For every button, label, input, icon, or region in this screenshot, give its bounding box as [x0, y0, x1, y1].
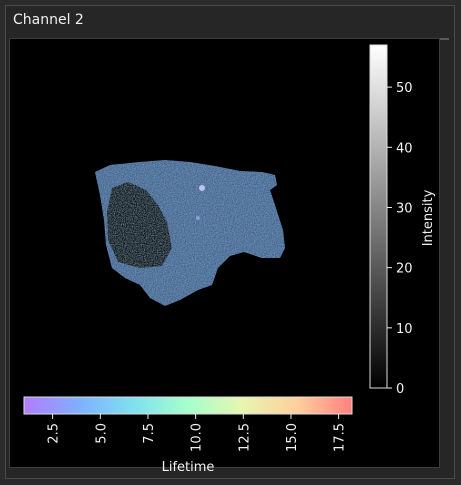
cell-image [95, 160, 285, 306]
intensity-tick-label: 0 [396, 382, 404, 397]
intensity-tick-label: 40 [396, 141, 413, 156]
lifetime-tick-label: 12.5 [237, 423, 252, 452]
lifetime-tick-label: 10.0 [190, 423, 205, 452]
intensity-tick-label: 20 [396, 262, 413, 277]
intensity-tick-label: 10 [396, 322, 413, 337]
lifetime-tick-label: 7.5 [142, 423, 157, 444]
lifetime-label: Lifetime [162, 460, 215, 475]
intensity-tick-label: 50 [396, 81, 413, 96]
lifetime-tick-label: 17.5 [333, 423, 348, 452]
lifetime-tick-label: 15.0 [285, 423, 300, 452]
intensity-colorbar: 0 10 20 30 40 50 Intensity [369, 44, 436, 397]
panel-title: Channel 2 [13, 12, 84, 28]
lifetime-tick-label: 5.0 [94, 423, 109, 444]
lifetime-colorbar: 2.5 5.0 7.5 10.0 12.5 15.0 17.5 Lifetime [23, 396, 353, 475]
lifetime-tick-label: 2.5 [47, 423, 62, 444]
intensity-label: Intensity [421, 189, 436, 246]
intensity-tick-label: 30 [396, 201, 413, 216]
